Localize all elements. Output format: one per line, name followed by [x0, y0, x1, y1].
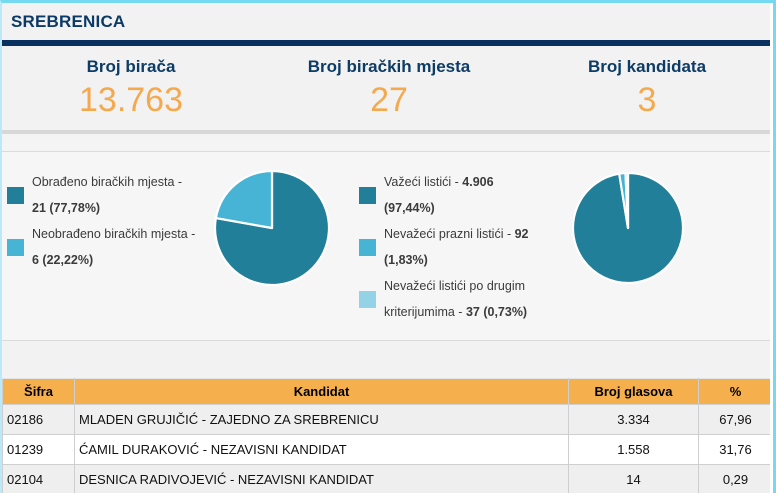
spacer — [2, 134, 776, 151]
cell-percent: 67,96 — [698, 404, 773, 435]
stat-label: Broj birača — [86, 57, 176, 76]
stat-value: 27 — [370, 81, 408, 119]
cell-code: 02186 — [2, 404, 75, 435]
right-edge-gap — [770, 3, 773, 493]
legend-label: Nevažeći prazni listići - 92 (1,83%) — [384, 227, 529, 267]
legend-item: Neobrađeno biračkih mjesta -6 (22,22%) — [7, 221, 199, 273]
header-votes: Broj glasova — [568, 378, 699, 405]
legend-label: Obrađeno biračkih mjesta -21 (77,78%) — [32, 175, 183, 215]
cell-percent: 31,76 — [698, 434, 773, 465]
municipality-header: SREBRENICA — [2, 3, 776, 40]
cell-code: 02104 — [2, 464, 75, 493]
legend-swatch — [359, 186, 376, 204]
stat-label: Broj kandidata — [587, 57, 707, 76]
legend-polling-stations: Obrađeno biračkih mjesta -21 (77,78%) Neo… — [7, 169, 199, 273]
legend-item: Obrađeno biračkih mjesta -21 (77,78%) — [7, 169, 199, 221]
cell-votes: 3.334 — [568, 404, 699, 435]
legend-swatch — [359, 238, 376, 256]
pie-chart-ballots — [571, 171, 685, 285]
header-candidate: Kandidat — [74, 378, 569, 405]
cell-votes: 14 — [568, 464, 699, 493]
legend-label: Važeći listići - 4.906 (97,44%) — [384, 175, 494, 215]
stat-card-polling-stations: Broj biračkih mjesta 27 — [260, 46, 518, 130]
summary-stats: Broj birača 13.763 Broj biračkih mjesta … — [2, 46, 776, 130]
cell-percent: 0,29 — [698, 464, 773, 493]
spacer — [2, 341, 776, 378]
cell-candidate: DESNICA RADIVOJEVIĆ - NEZAVISNI KANDIDAT — [74, 464, 569, 493]
legend-label: Nevažeći listići po drugim kriterijumima … — [384, 279, 528, 319]
cell-votes: 1.558 — [568, 434, 699, 465]
stat-value: 3 — [637, 81, 657, 119]
table-row: 02186 MLADEN GRUJIČIĆ - ZAJEDNO ZA SREBRE… — [2, 404, 773, 435]
stat-label: Broj biračkih mjesta — [307, 57, 471, 76]
pie-chart-polling-stations — [213, 169, 331, 287]
cell-code: 01239 — [2, 434, 75, 465]
stat-card-candidates: Broj kandidata 3 — [518, 46, 776, 130]
stats-shadow — [2, 130, 776, 134]
pie-slice — [214, 169, 274, 230]
stat-value: 13.763 — [79, 81, 183, 119]
cell-candidate: ĆAMIL DURAKOVIĆ - NEZAVISNI KANDIDAT — [74, 434, 569, 465]
legend-item: Nevažeći prazni listići - 92 (1,83%) — [359, 221, 557, 273]
header-code: Šifra — [2, 378, 75, 405]
table-header-row: Šifra Kandidat Broj glasova % — [2, 378, 773, 405]
pie-slice — [624, 171, 630, 230]
cell-candidate: MLADEN GRUJIČIĆ - ZAJEDNO ZA SREBRENICU — [74, 404, 569, 435]
legend-swatch — [7, 238, 24, 256]
legend-item: Nevažeći listići po drugim kriterijumima … — [359, 273, 557, 325]
table-row: 02104 DESNICA RADIVOJEVIĆ - NEZAVISNI KAN… — [2, 464, 773, 493]
right-edge-border — [773, 3, 776, 493]
table-row: 01239 ĆAMIL DURAKOVIĆ - NEZAVISNI KANDIDA… — [2, 434, 773, 465]
legend-swatch — [7, 186, 24, 204]
legend-swatch — [359, 290, 376, 308]
legend-label: Neobrađeno biračkih mjesta -6 (22,22%) — [32, 227, 196, 267]
candidates-table: Šifra Kandidat Broj glasova % 02186 MLADE… — [2, 378, 773, 493]
legend-item: Važeći listići - 4.906 (97,44%) — [359, 169, 557, 221]
navy-divider — [2, 40, 770, 46]
charts-panel: Obrađeno biračkih mjesta -21 (77,78%) Neo… — [2, 151, 776, 341]
page-title: SREBRENICA — [11, 11, 126, 31]
legend-ballots: Važeći listići - 4.906 (97,44%) Nevažeći p… — [359, 169, 557, 325]
stat-card-voters: Broj birača 13.763 — [2, 46, 260, 130]
header-percent: % — [698, 378, 773, 405]
